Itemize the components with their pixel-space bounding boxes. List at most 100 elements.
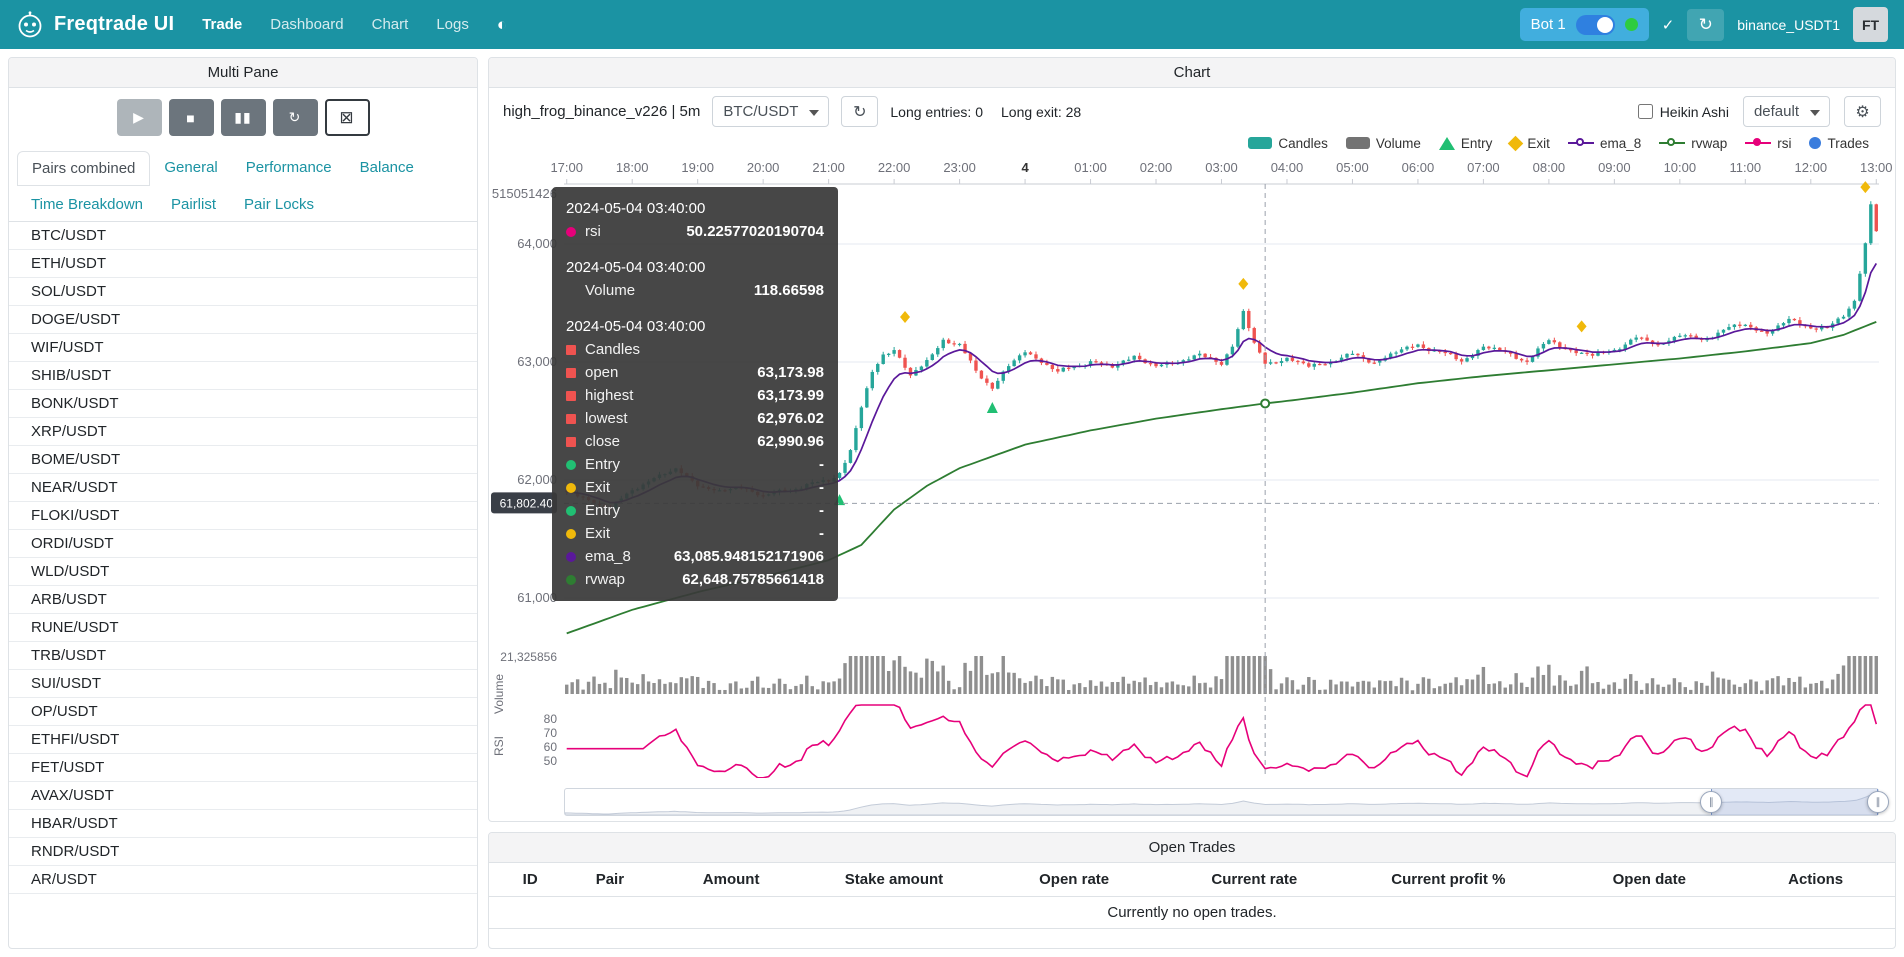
freqtrade-logo-icon xyxy=(18,10,42,37)
pair-row-eth-usdt[interactable]: ETH/USDT xyxy=(9,250,477,278)
stop-button[interactable]: ■ xyxy=(168,99,214,136)
legend-item-volume[interactable]: Volume xyxy=(1345,136,1421,151)
pair-row-btc-usdt[interactable]: BTC/USDT xyxy=(9,222,477,250)
datazoom-left-handle[interactable]: ∥ xyxy=(1700,791,1723,813)
legend-item-ema-8[interactable]: ema_8 xyxy=(1567,135,1642,151)
pair-row-trb-usdt[interactable]: TRB/USDT xyxy=(9,642,477,670)
nav-item-dashboard[interactable]: Dashboard xyxy=(270,16,344,33)
pair-row-wif-usdt[interactable]: WIF/USDT xyxy=(9,334,477,362)
datazoom-data-shadow xyxy=(564,793,1879,816)
pair-row-sui-usdt[interactable]: SUI/USDT xyxy=(9,670,477,698)
long-exits-stat: Long exit: 28 xyxy=(1001,103,1082,120)
pair-row-bome-usdt[interactable]: BOME/USDT xyxy=(9,446,477,474)
legend-item-exit[interactable]: Exit xyxy=(1508,135,1550,151)
play-button[interactable]: ▶ xyxy=(116,99,162,136)
svg-text:62,000: 62,000 xyxy=(517,472,557,487)
pair-row-ar-usdt[interactable]: AR/USDT xyxy=(9,866,477,894)
tab-general[interactable]: General xyxy=(164,159,218,176)
legend-item-entry[interactable]: Entry xyxy=(1438,136,1492,151)
col-current-profit-: Current profit % xyxy=(1391,871,1506,888)
legend-item-rsi[interactable]: rsi xyxy=(1745,136,1791,151)
datazoom-selection[interactable] xyxy=(1711,789,1878,815)
pair-row-hbar-usdt[interactable]: HBAR/USDT xyxy=(9,810,477,838)
datazoom-slider[interactable]: ∥ ∥ xyxy=(564,788,1889,816)
pause-button[interactable]: ▮▮ xyxy=(220,99,266,136)
reload-all-button[interactable]: ↻ xyxy=(1687,8,1725,41)
main-nav: Trade Dashboard Chart Logs xyxy=(202,16,469,33)
pair-row-arb-usdt[interactable]: ARB/USDT xyxy=(9,586,477,614)
svg-text:23:00: 23:00 xyxy=(943,160,976,175)
pair-row-rndr-usdt[interactable]: RNDR/USDT xyxy=(9,838,477,866)
legend-item-trades[interactable]: Trades xyxy=(1809,136,1869,151)
pair-row-fet-usdt[interactable]: FET/USDT xyxy=(9,754,477,782)
pair-row-bonk-usdt[interactable]: BONK/USDT xyxy=(9,390,477,418)
svg-text:11:00: 11:00 xyxy=(1730,160,1762,175)
legend-item-rvwap[interactable]: rvwap xyxy=(1659,136,1727,151)
col-id: ID xyxy=(522,871,538,888)
svg-text:07:00: 07:00 xyxy=(1467,160,1500,175)
col-actions: Actions xyxy=(1788,871,1844,888)
pair-select[interactable]: BTC/USDT xyxy=(712,96,830,127)
theme-toggle-icon[interactable]: ◐ xyxy=(496,14,508,34)
nav-item-trade[interactable]: Trade xyxy=(202,16,243,33)
pair-select-value: BTC/USDT xyxy=(723,103,799,120)
tab-performance[interactable]: Performance xyxy=(245,159,332,176)
pair-row-wld-usdt[interactable]: WLD/USDT xyxy=(9,558,477,586)
svg-text:22:00: 22:00 xyxy=(878,160,911,175)
bot-control-buttons: ▶ ■ ▮▮ ↻ ⊠ xyxy=(9,88,477,145)
pair-row-floki-usdt[interactable]: FLOKI/USDT xyxy=(9,502,477,530)
svg-text:21,325856: 21,325856 xyxy=(500,650,557,664)
legend-label: Candles xyxy=(1278,135,1328,151)
pair-row-sol-usdt[interactable]: SOL/USDT xyxy=(9,278,477,306)
pair-row-shib-usdt[interactable]: SHIB/USDT xyxy=(9,362,477,390)
pair-row-avax-usdt[interactable]: AVAX/USDT xyxy=(9,782,477,810)
user-avatar[interactable]: FT xyxy=(1853,7,1888,42)
plot-config-value: default xyxy=(1753,103,1799,120)
svg-text:63,000: 63,000 xyxy=(517,354,557,369)
chart-refresh-button[interactable]: ↻ xyxy=(841,96,879,127)
nav-item-logs[interactable]: Logs xyxy=(436,16,469,33)
chevron-down-icon xyxy=(809,110,820,116)
datazoom-right-handle[interactable]: ∥ xyxy=(1867,791,1889,813)
pair-row-near-usdt[interactable]: NEAR/USDT xyxy=(9,474,477,502)
legend-label: rvwap xyxy=(1691,135,1728,151)
open-trades-header-row: ID Pair Amount Stake amount Open rate Current… xyxy=(489,863,1895,896)
pair-row-rune-usdt[interactable]: RUNE/USDT xyxy=(9,614,477,642)
legend-label: ema_8 xyxy=(1599,135,1642,151)
top-navbar: Freqtrade UI Trade Dashboard Chart Logs … xyxy=(0,0,1904,49)
plot-settings-button[interactable]: ⚙ xyxy=(1844,96,1881,127)
tab-pairs-combined[interactable]: Pairs combined xyxy=(17,151,151,186)
svg-text:08:00: 08:00 xyxy=(1533,160,1566,175)
col-amount: Amount xyxy=(702,871,760,888)
candlestick-chart-canvas[interactable]: 64,000 63,000 62,000 61,000 515051426 17:00 18… xyxy=(489,154,1896,779)
svg-text:70: 70 xyxy=(544,726,558,740)
col-open-date: Open date xyxy=(1612,871,1686,888)
trades-legend-icon xyxy=(1809,137,1822,149)
pair-row-doge-usdt[interactable]: DOGE/USDT xyxy=(9,306,477,334)
pair-row-xrp-usdt[interactable]: XRP/USDT xyxy=(9,418,477,446)
chart-legend: Candles Volume Entry Exit ema_8 rvwap rsi Trade… xyxy=(489,130,1895,154)
chart-area[interactable]: 64,000 63,000 62,000 61,000 515051426 17:00 18… xyxy=(489,154,1895,783)
tab-pairlist[interactable]: Pairlist xyxy=(171,196,217,213)
svg-text:10:00: 10:00 xyxy=(1664,160,1697,175)
pair-row-op-usdt[interactable]: OP/USDT xyxy=(9,698,477,726)
pair-row-ethfi-usdt[interactable]: ETHFI/USDT xyxy=(9,726,477,754)
entry-legend-icon xyxy=(1438,136,1455,150)
plot-config-select[interactable]: default xyxy=(1742,96,1830,127)
nav-item-chart[interactable]: Chart xyxy=(371,16,409,33)
reload-bot-button[interactable]: ↻ xyxy=(272,99,318,136)
bot-online-toggle[interactable] xyxy=(1575,14,1615,35)
bot-selector[interactable]: Bot 1 xyxy=(1519,8,1649,41)
tab-balance[interactable]: Balance xyxy=(359,159,414,176)
chart-panel-title: Chart xyxy=(489,58,1895,88)
heikin-ashi-toggle[interactable]: Heikin Ashi xyxy=(1637,104,1729,120)
pair-row-ordi-usdt[interactable]: ORDI/USDT xyxy=(9,530,477,558)
tab-time-breakdown[interactable]: Time Breakdown xyxy=(31,196,143,213)
svg-text:01:00: 01:00 xyxy=(1074,160,1107,175)
heikin-ashi-checkbox[interactable] xyxy=(1637,104,1653,119)
svg-text:4: 4 xyxy=(1021,160,1029,175)
tab-pair-locks[interactable]: Pair Locks xyxy=(244,196,315,213)
legend-item-candles[interactable]: Candles xyxy=(1248,136,1328,151)
delete-data-button[interactable]: ⊠ xyxy=(324,99,370,136)
svg-text:61,802.40: 61,802.40 xyxy=(500,496,554,510)
